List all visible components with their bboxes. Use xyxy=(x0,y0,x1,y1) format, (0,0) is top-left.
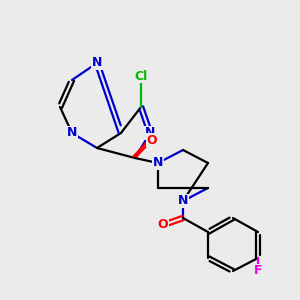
Text: N: N xyxy=(67,127,77,140)
Text: N: N xyxy=(92,56,102,70)
Text: O: O xyxy=(158,218,168,232)
Text: Cl: Cl xyxy=(134,70,148,83)
Text: N: N xyxy=(153,157,163,169)
Text: F: F xyxy=(254,265,262,278)
Text: O: O xyxy=(147,134,157,146)
Text: N: N xyxy=(178,194,188,208)
Text: N: N xyxy=(145,127,155,140)
